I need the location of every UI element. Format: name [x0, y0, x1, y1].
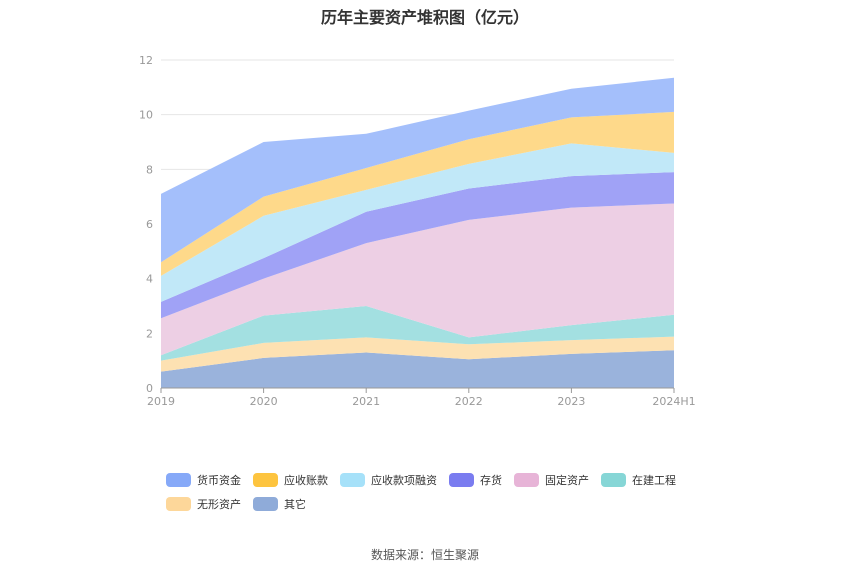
x-tick-label: 2020 [250, 395, 278, 408]
legend-item[interactable]: 应收账款 [253, 472, 328, 488]
legend-item[interactable]: 应收款项融资 [340, 472, 437, 488]
area-series-7[interactable] [161, 77, 674, 263]
area-series-2[interactable] [161, 306, 674, 361]
legend-item[interactable]: 货币资金 [166, 472, 241, 488]
legend: 货币资金 应收账款 应收款项融资 存货 固定资产 在建工程无形资产 其它 [166, 472, 726, 512]
x-tick-label: 2019 [147, 395, 175, 408]
legend-item[interactable]: 其它 [253, 496, 306, 512]
legend-swatch [514, 473, 539, 487]
area-series-1[interactable] [161, 336, 674, 372]
legend-swatch [601, 473, 626, 487]
y-tick-label: 8 [146, 163, 153, 176]
legend-label: 其它 [284, 498, 306, 511]
area-series-6[interactable] [161, 111, 674, 276]
source-note: 数据来源：恒生聚源 [370, 548, 479, 562]
y-tick-label: 12 [139, 54, 153, 67]
y-tick-label: 6 [146, 218, 153, 231]
y-tick-label: 4 [146, 273, 153, 286]
legend-swatch [253, 473, 278, 487]
legend-swatch [166, 497, 191, 511]
y-tick-label: 10 [139, 109, 153, 122]
legend-item[interactable]: 存货 [449, 472, 502, 488]
legend-label: 应收款项融资 [371, 474, 437, 487]
legend-label: 存货 [480, 474, 502, 487]
legend-item[interactable]: 固定资产 [514, 472, 589, 488]
legend-swatch [449, 473, 474, 487]
legend-label: 货币资金 [197, 474, 241, 487]
area-series [161, 77, 674, 388]
y-tick-label: 0 [146, 382, 153, 395]
legend-label: 无形资产 [197, 498, 241, 511]
x-tick-label: 2023 [557, 395, 585, 408]
legend-label: 固定资产 [545, 474, 589, 487]
area-series-5[interactable] [161, 143, 674, 302]
x-tick-label: 2022 [455, 395, 483, 408]
legend-swatch [253, 497, 278, 511]
area-series-3[interactable] [161, 203, 674, 356]
x-tick-label: 2021 [352, 395, 380, 408]
area-series-4[interactable] [161, 172, 674, 319]
legend-item[interactable]: 在建工程 [601, 472, 676, 488]
legend-swatch [340, 473, 365, 487]
axes: 0 2 4 6 8 10 12 2019 2020 2021 2022 2023 2024H1 [139, 54, 696, 408]
area-series-0[interactable] [161, 350, 674, 388]
y-tick-label: 2 [146, 327, 153, 340]
x-tick-label: 2024H1 [652, 395, 695, 408]
legend-label: 应收账款 [284, 474, 328, 487]
chart-title: 历年主要资产堆积图（亿元） [320, 8, 529, 27]
legend-item[interactable]: 无形资产 [166, 496, 241, 512]
legend-swatch [166, 473, 191, 487]
legend-label: 在建工程 [632, 474, 676, 487]
